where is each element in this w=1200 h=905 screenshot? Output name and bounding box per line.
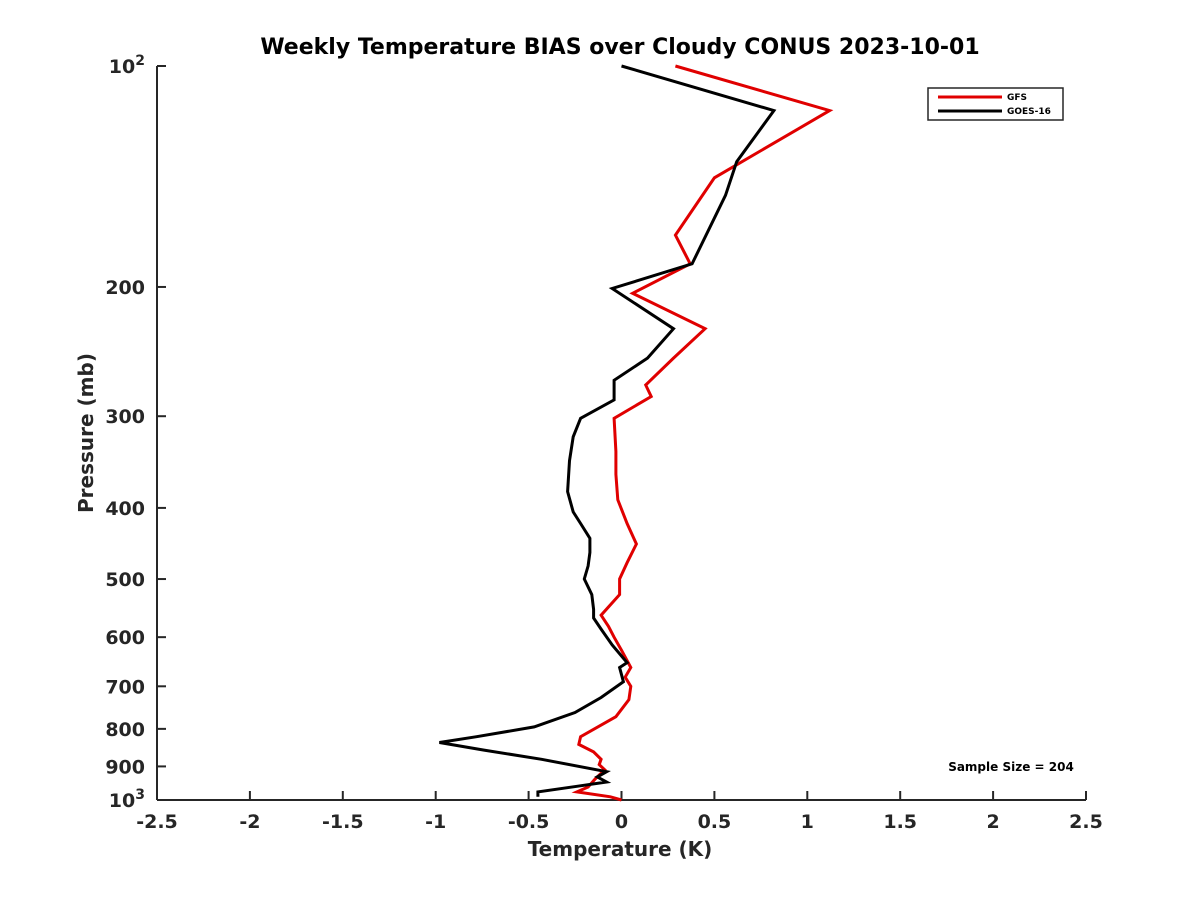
sample-size-annotation: Sample Size = 204 [948, 760, 1074, 774]
series-line-goes-16 [439, 64, 777, 797]
series-lines [439, 64, 834, 802]
y-tick-label: 300 [105, 406, 145, 428]
y-axis-label: Pressure (mb) [74, 353, 98, 513]
y-tick-label: 103 [109, 787, 145, 812]
series-line-gfs [571, 64, 834, 802]
x-tick-label: 2 [986, 811, 999, 833]
chart-title: Weekly Temperature BIAS over Cloudy CONU… [260, 35, 979, 60]
x-tick-label: -1 [425, 811, 446, 833]
x-tick-label: 2.5 [1069, 811, 1103, 833]
x-tick-label: 0.5 [698, 811, 732, 833]
x-axis-label: Temperature (K) [528, 837, 713, 861]
x-tick-label: -2.5 [136, 811, 178, 833]
x-tick-label: 0 [615, 811, 628, 833]
y-tick-label: 400 [105, 498, 145, 520]
x-tick-label: -1.5 [322, 811, 364, 833]
legend-label: GOES-16 [1007, 107, 1051, 117]
x-tick-label: 1.5 [883, 811, 917, 833]
y-tick-label: 700 [105, 676, 145, 698]
x-tick-label: -0.5 [508, 811, 550, 833]
legend-box [927, 87, 1064, 121]
x-tick-label: 1 [801, 811, 814, 833]
legend: GFS GOES-16 [927, 87, 1064, 121]
x-tick-label: -2 [239, 811, 260, 833]
y-tick-label: 800 [105, 719, 145, 741]
y-tick-label: 102 [109, 53, 145, 78]
y-tick-label: 500 [105, 569, 145, 591]
y-tick-label: 200 [105, 277, 145, 299]
legend-label: GFS [1007, 93, 1027, 103]
y-tick-label: 900 [105, 756, 145, 778]
y-tick-label: 600 [105, 627, 145, 649]
